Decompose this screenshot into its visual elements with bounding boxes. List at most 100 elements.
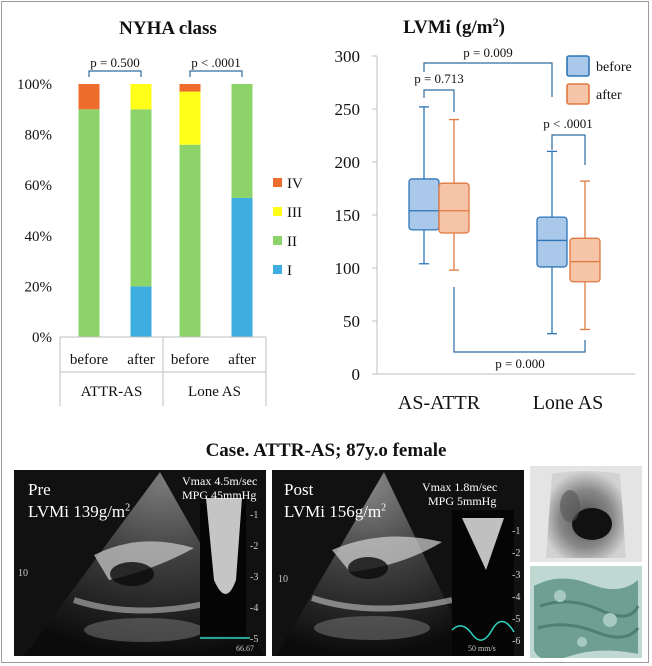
echo-scale-mark: -3 (250, 572, 259, 583)
post-vmax: Vmax 1.8m/sec (422, 480, 498, 494)
nyha-bar-segment-ii (179, 144, 201, 337)
nyha-legend-label: IV (287, 176, 303, 192)
nyha-x-group-label: Lone AS (188, 384, 241, 400)
lvmi-p-value-lone: p < .0001 (543, 116, 593, 131)
lvmi-boxes (408, 106, 601, 335)
nyha-bar-segment-i (231, 197, 253, 337)
post-echo-image: Post LVMi 156g/m2 Vmax 1.8m/sec MPG 5mmH… (272, 470, 524, 656)
nyha-bar-segment-ii (78, 109, 100, 337)
echo-scale-mark: -4 (512, 592, 521, 603)
nyha-bar-segment-ii (130, 109, 152, 287)
lvmi-legend-swatch-before (566, 55, 590, 77)
lvmi-p-value-between-before: p = 0.009 (463, 45, 513, 60)
lvmi-p-value-between-after: p = 0.000 (495, 356, 545, 371)
pre-depth-mark: 10 (18, 568, 28, 579)
nyha-bar-segment-iii (179, 91, 201, 145)
nyha-legend-label: II (287, 234, 297, 250)
lvmi-legend-label: after (596, 88, 622, 103)
post-depth-mark: 10 (278, 574, 288, 585)
nyha-legend-swatch-iv (273, 178, 282, 187)
lvmi-box-before (536, 216, 568, 268)
lvmi-x-labels: AS-ATTR Lone AS (398, 392, 603, 414)
lvmi-x-category-label: Lone AS (533, 392, 604, 414)
lvmi-bracket-between-after (453, 287, 586, 353)
lvmi-box-after (438, 182, 470, 234)
nuclear-scan-graphic (530, 466, 642, 562)
case-title: Case. ATTR-AS; 87y.o female (205, 440, 447, 461)
nyha-x-group-label: ATTR-AS (81, 384, 143, 400)
nyha-y-tick-label: 100% (17, 77, 52, 93)
nyha-bar-segment-iii (130, 84, 152, 110)
nyha-legend-swatch-ii (273, 236, 282, 245)
nyha-bar-segment-iv (179, 84, 201, 92)
nyha-y-tick-label: 60% (25, 178, 53, 194)
lvmi-bracket-attr (423, 89, 455, 112)
pre-echo-graphic (24, 472, 264, 656)
pre-vmax: Vmax 4.5m/sec (182, 474, 258, 488)
nyha-legend-swatch-iii (273, 207, 282, 216)
nyha-x-category-label: after (127, 352, 154, 368)
nyha-legend-label: I (287, 263, 292, 279)
post-corner-text: 50 mm/s (468, 644, 496, 653)
echo-scale-mark: -1 (512, 526, 521, 537)
nyha-brackets: p = 0.500 p < .0001 (88, 55, 243, 77)
post-lvmi-value: LVMi 156g/m (284, 502, 382, 521)
lvmi-y-tick-label: 250 (335, 100, 361, 119)
lvmi-bracket-between-before (423, 62, 553, 97)
lvmi-chart-title: LVMi (g/m2) (403, 15, 505, 38)
nyha-x-axis (59, 336, 267, 406)
nyha-bars: before after before after ATTR-AS Lone AS (70, 84, 256, 400)
histology-graphic (530, 566, 642, 658)
pre-mpg: MPG 45mmHg (182, 488, 257, 502)
post-lvmi-unit-sup: 2 (381, 502, 387, 514)
echo-scale-mark: -1 (250, 510, 259, 521)
lvmi-y-tick-label: 300 (335, 47, 361, 66)
pre-lvmi-value: LVMi 139g/m (28, 502, 126, 521)
nyha-y-tick-label: 20% (25, 279, 53, 295)
lvmi-y-tick-label: 150 (335, 206, 361, 225)
lvmi-p-value-attr: p = 0.713 (414, 71, 464, 86)
nyha-x-category-label: before (171, 352, 210, 368)
nyha-p-value-attr: p = 0.500 (90, 55, 140, 70)
nyha-bar-segment-i (130, 286, 152, 337)
nyha-chart: NYHA class 0% 20% 40% 60% 80% 100% before afte… (17, 18, 303, 406)
pre-corner-text: 66.67 (236, 644, 254, 653)
nuclear-scan-image (530, 466, 642, 562)
nyha-p-value-lone: p < .0001 (191, 55, 241, 70)
echo-scale-mark: -6 (512, 636, 521, 647)
echo-scale-mark: -5 (512, 614, 521, 625)
post-lvmi-label: LVMi 156g/m2 (284, 502, 386, 522)
lvmi-legend-swatch-after (566, 83, 590, 105)
nyha-bar-segment-ii (231, 84, 253, 198)
nyha-x-category-label: after (228, 352, 255, 368)
pre-echo-image: Pre LVMi 139g/m2 Vmax 4.5m/sec MPG 45mmH… (14, 470, 266, 656)
nyha-bracket-lone (189, 70, 243, 77)
pre-lvmi-label: LVMi 139g/m2 (28, 502, 130, 522)
pre-lvmi-unit-sup: 2 (125, 502, 131, 514)
nyha-y-tick-label: 80% (25, 128, 53, 144)
lvmi-box-before (408, 178, 440, 231)
lvmi-y-tick-label: 50 (343, 312, 360, 331)
lvmi-chart: LVMi (g/m2) 0 50 100 150 200 250 300 AS-ATTR Lo… (335, 15, 635, 414)
nyha-bracket-attr (88, 70, 142, 77)
nyha-y-tick-label: 40% (25, 229, 53, 245)
lvmi-box-after (569, 237, 601, 283)
nyha-y-tick-label: 0% (32, 330, 52, 346)
nyha-bar-segment-iv (78, 84, 100, 110)
histology-image (530, 566, 642, 658)
echo-scale-mark: -5 (250, 634, 259, 645)
lvmi-x-category-label: AS-ATTR (398, 392, 481, 414)
nyha-legend-swatch-i (273, 265, 282, 274)
post-mpg: MPG 5mmHg (428, 494, 497, 508)
nyha-chart-title: NYHA class (119, 18, 217, 39)
lvmi-bracket-lone (551, 134, 586, 165)
echo-scale-mark: -3 (512, 570, 521, 581)
lvmi-y-axis: 0 50 100 150 200 250 300 (335, 47, 635, 384)
lvmi-y-tick-label: 100 (335, 259, 361, 278)
nyha-x-category-label: before (70, 352, 109, 368)
lvmi-y-tick-label: 200 (335, 153, 361, 172)
lvmi-legend: before after (566, 55, 632, 105)
post-echo-graphic (276, 472, 515, 656)
